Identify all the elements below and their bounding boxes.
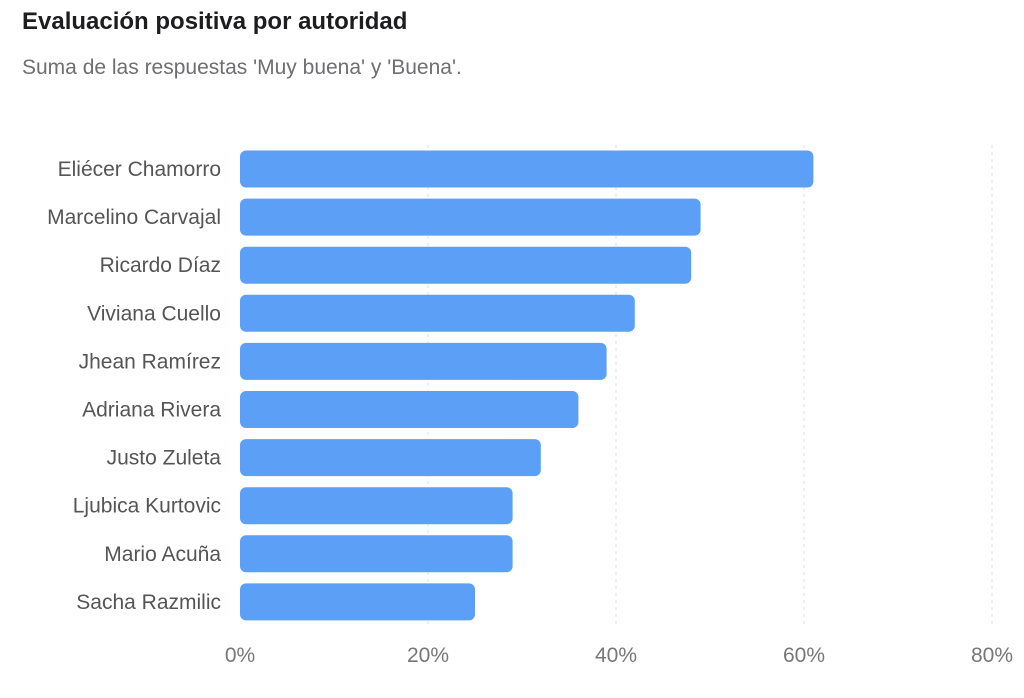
chart-title: Evaluación positiva por autoridad (22, 8, 408, 35)
category-label: Ljubica Kurtovic (73, 495, 221, 518)
category-label: Viviana Cuello (87, 302, 221, 325)
bar (240, 535, 513, 573)
category-label: Ricardo Díaz (100, 254, 221, 277)
category-label: Marcelino Carvajal (47, 206, 221, 229)
bar (240, 439, 541, 477)
bar (240, 487, 513, 525)
category-label: Justo Zuleta (107, 447, 222, 470)
category-label: Jhean Ramírez (79, 350, 221, 373)
category-label: Mario Acuña (104, 543, 221, 566)
bar (240, 583, 475, 621)
category-label: Eliécer Chamorro (58, 158, 221, 181)
bar (240, 391, 579, 428)
bar (240, 150, 814, 188)
bar (240, 294, 635, 332)
bar (240, 342, 607, 380)
x-tick-label: 20% (407, 644, 449, 667)
bar (240, 246, 692, 284)
bar (240, 198, 701, 236)
x-tick-label: 0% (225, 644, 255, 667)
chart-subtitle: Suma de las respuestas 'Muy buena' y 'Bu… (22, 56, 462, 79)
category-label: Sacha Razmilic (76, 591, 221, 614)
x-tick-label: 40% (595, 644, 637, 667)
category-label: Adriana Rivera (82, 399, 221, 422)
x-tick-label: 80% (971, 644, 1013, 667)
x-tick-label: 60% (783, 644, 825, 667)
